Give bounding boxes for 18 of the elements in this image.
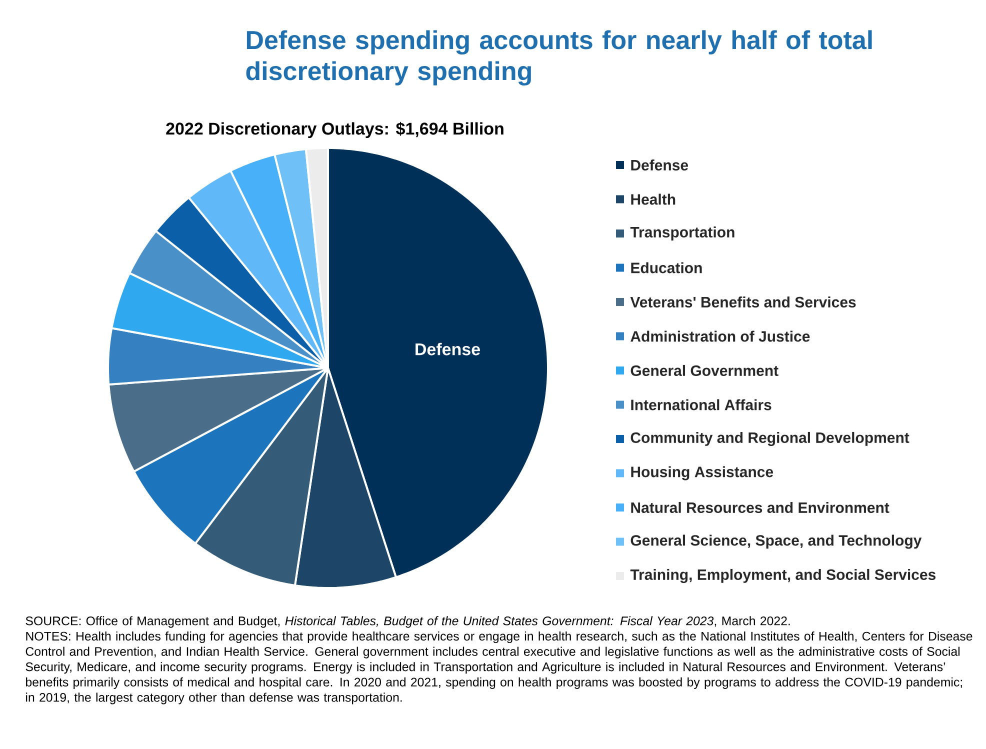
- legend-label: Housing Assistance: [631, 466, 774, 480]
- legend-label: Education: [631, 262, 702, 274]
- legend-label: Defense: [631, 159, 688, 170]
- legend-label: Natural Resources and Environment: [631, 502, 890, 513]
- legend-label: Transportation: [630, 226, 734, 240]
- text: NOTES: Health includes funding for agencies that provide healthcare services or engage in health research, such as the National Institutes of Health, Centers for Disease Control and Prevention, and Indian Health Service. General government includes central executive and legislative functions as well as the administrative costs of Social Security, Medicare, and income security programs. Energy is included in Transportation and Agriculture is included in Natural Resources and Environment. Veterans’ benefits primarily consists of medical and hospital care. In 2020 and 2021, spending on health programs was boosted by programs to address the COVID-19 pandemic; in 2019, the largest category other than defense was transportation.: [26, 631, 972, 704]
- legend-label: Health: [631, 194, 676, 205]
- legend-label: International Affairs: [631, 399, 772, 410]
- legend-label: General Government: [630, 364, 778, 376]
- chart-title: Defense spending accounts for nearly half of total discretionary spending: [246, 30, 872, 86]
- legend-label: Training, Employment, and Social Services: [630, 568, 936, 584]
- source-note: SOURCE: Office of Management and Budget, Historical Tables, Budget of the United States Government: Fiscal Year 2023, March 2022.: [26, 616, 790, 628]
- chart-subtitle: 2022 Discretionary Outlays: $1,694 Billion: [166, 122, 504, 138]
- legend-label: General Science, Space, and Technology: [630, 534, 922, 549]
- legend-label: Community and Regional Development: [630, 432, 910, 446]
- legend-label: Veterans' Benefits and Services: [630, 296, 856, 308]
- legend-label: Administration of Justice: [630, 330, 810, 342]
- slice-label: Defense: [416, 342, 480, 356]
